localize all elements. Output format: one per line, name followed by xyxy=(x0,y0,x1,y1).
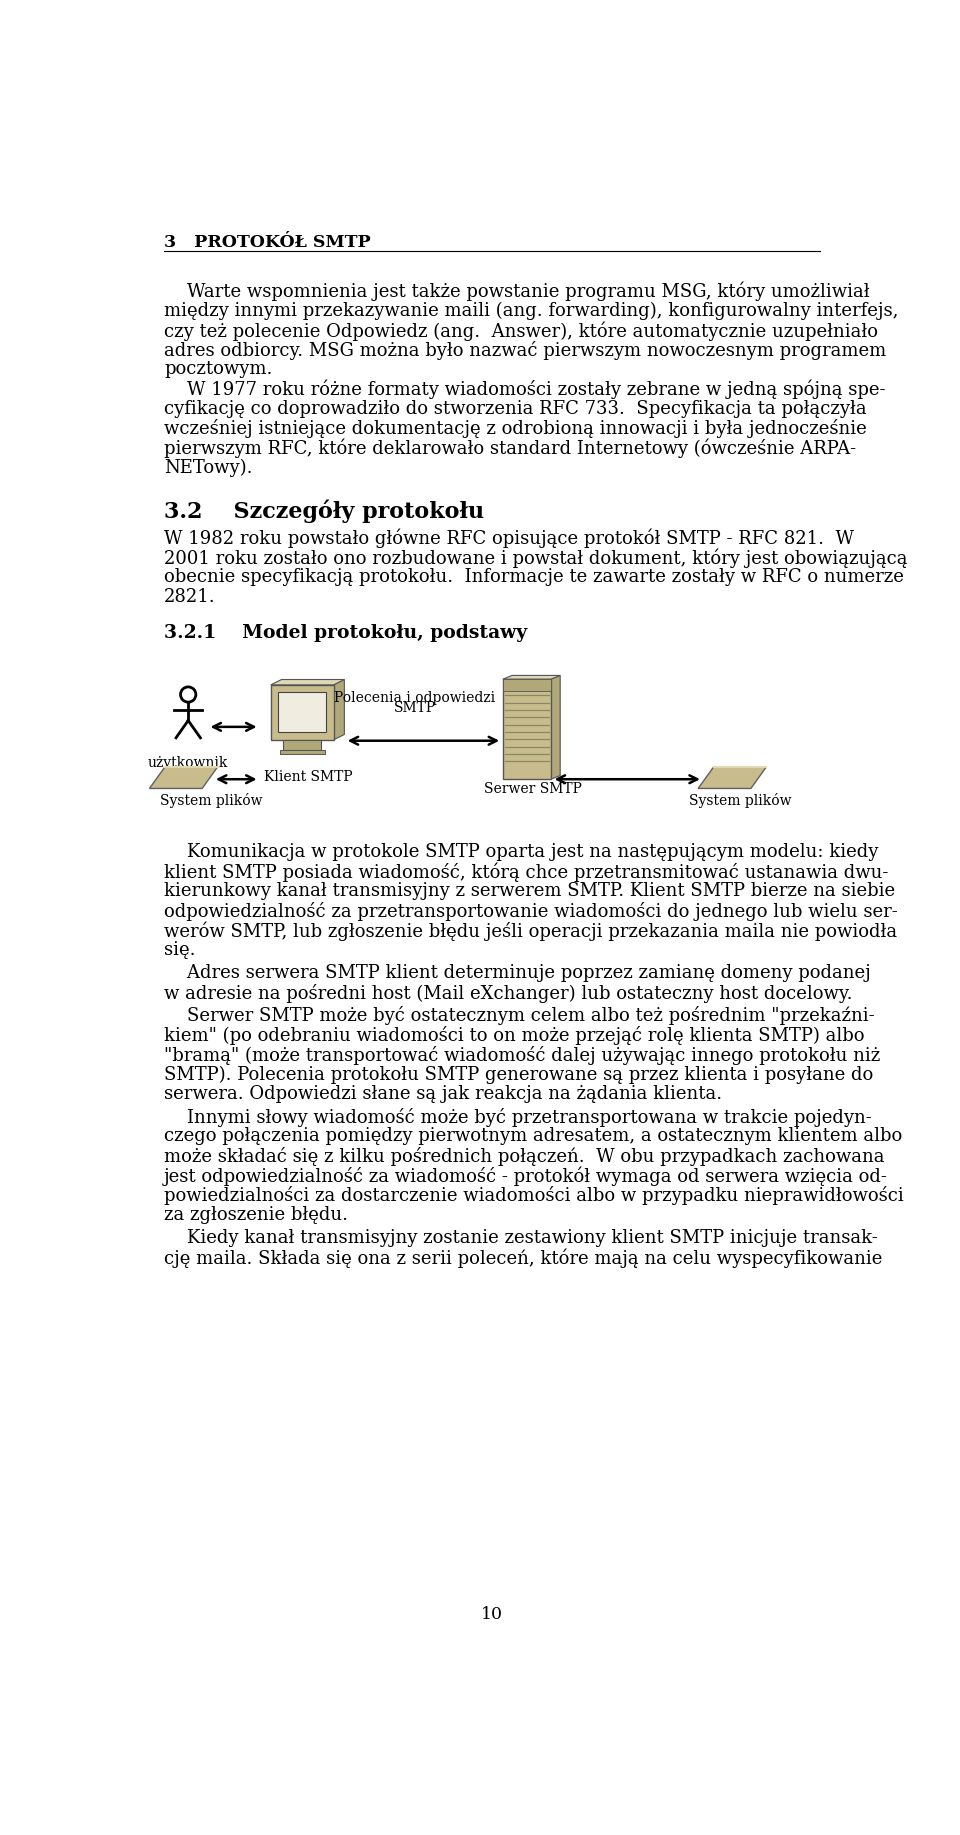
Polygon shape xyxy=(271,679,345,684)
Text: cyfikację co doprowadziło do stworzenia RFC 733.  Specyfikacja ta połączyła: cyfikację co doprowadziło do stworzenia … xyxy=(164,400,867,418)
Text: Polecenia i odpowiedzi: Polecenia i odpowiedzi xyxy=(334,690,495,705)
Bar xyxy=(503,679,551,780)
Text: powiedzialności za dostarczenie wiadomości albo w przypadku nieprawidłowości: powiedzialności za dostarczenie wiadomoś… xyxy=(164,1185,904,1206)
Polygon shape xyxy=(698,767,766,789)
Bar xyxy=(503,679,551,692)
Polygon shape xyxy=(333,679,345,740)
Text: się.: się. xyxy=(164,941,196,960)
Text: 3.2    Szczegóły protokołu: 3.2 Szczegóły protokołu xyxy=(164,499,484,523)
Text: czy też polecenie Odpowiedz (ang.  Answer), które automatycznie uzupełniało: czy też polecenie Odpowiedz (ang. Answer… xyxy=(164,321,878,341)
Text: Klient SMTP: Klient SMTP xyxy=(264,771,352,784)
Text: 3   PROTOKÓŁ SMTP: 3 PROTOKÓŁ SMTP xyxy=(164,235,371,251)
Text: 2001 roku zostało ono rozbudowane i powstał dokument, który jest obowiązującą: 2001 roku zostało ono rozbudowane i pows… xyxy=(164,549,907,569)
Text: w adresie na pośredni host (Mail eXchanger) lub ostateczny host docelowy.: w adresie na pośredni host (Mail eXchang… xyxy=(164,984,852,1002)
Text: 2821.: 2821. xyxy=(164,587,216,606)
Text: W 1977 roku różne formaty wiadomości zostały zebrane w jedną spójną spe-: W 1977 roku różne formaty wiadomości zos… xyxy=(164,380,886,400)
Text: Innymi słowy wiadomość może być przetransportowana w trakcie pojedyn-: Innymi słowy wiadomość może być przetran… xyxy=(164,1108,872,1127)
Text: użytkownik: użytkownik xyxy=(148,756,228,771)
Text: Serwer SMTP może być ostatecznym celem albo też pośrednim "przekaźni-: Serwer SMTP może być ostatecznym celem a… xyxy=(164,1006,875,1026)
Text: Kiedy kanał transmisyjny zostanie zestawiony klient SMTP inicjuje transak-: Kiedy kanał transmisyjny zostanie zestaw… xyxy=(164,1228,878,1246)
Text: SMTP: SMTP xyxy=(394,701,436,716)
Text: odpowiedzialność za przetransportowanie wiadomości do jednego lub wielu ser-: odpowiedzialność za przetransportowanie … xyxy=(164,903,898,921)
Text: czego połączenia pomiędzy pierwotnym adresatem, a ostatecznym klientem albo: czego połączenia pomiędzy pierwotnym adr… xyxy=(164,1127,902,1145)
Text: kiem" (po odebraniu wiadomości to on może przejąć rolę klienta SMTP) albo: kiem" (po odebraniu wiadomości to on moż… xyxy=(164,1026,865,1044)
Text: W 1982 roku powstało główne RFC opisujące protokół SMTP - RFC 821.  W: W 1982 roku powstało główne RFC opisując… xyxy=(164,528,854,549)
Text: Adres serwera SMTP klient determinuje poprzez zamianę domeny podanej: Adres serwera SMTP klient determinuje po… xyxy=(164,963,871,982)
Text: serwera. Odpowiedzi słane są jak reakcja na żądania klienta.: serwera. Odpowiedzi słane są jak reakcja… xyxy=(164,1084,722,1103)
Text: System plików: System plików xyxy=(688,793,791,807)
Text: pocztowym.: pocztowym. xyxy=(164,360,273,378)
Bar xyxy=(278,692,326,732)
Text: cję maila. Składa się ona z serii poleceń, które mają na celu wyspecyfikowanie: cję maila. Składa się ona z serii polece… xyxy=(164,1248,882,1268)
Text: Serwer SMTP: Serwer SMTP xyxy=(484,782,582,796)
Text: SMTP). Polecenia protokołu SMTP generowane są przez klienta i posyłane do: SMTP). Polecenia protokołu SMTP generowa… xyxy=(164,1066,874,1083)
Bar xyxy=(271,684,333,740)
Text: System plików: System plików xyxy=(160,793,263,807)
Text: NETowy).: NETowy). xyxy=(164,459,252,477)
Bar xyxy=(279,749,324,754)
Polygon shape xyxy=(503,675,561,679)
Text: klient SMTP posiada wiadomość, którą chce przetransmitować ustanawia dwu-: klient SMTP posiada wiadomość, którą chc… xyxy=(164,862,889,883)
Text: może składać się z kilku pośrednich połączeń.  W obu przypadkach zachowana: może składać się z kilku pośrednich połą… xyxy=(164,1147,885,1165)
Text: Komunikacja w protokole SMTP oparta jest na następującym modelu: kiedy: Komunikacja w protokole SMTP oparta jest… xyxy=(164,842,878,861)
Text: kierunkowy kanał transmisyjny z serwerem SMTP. Klient SMTP bierze na siebie: kierunkowy kanał transmisyjny z serwerem… xyxy=(164,883,896,901)
Text: obecnie specyfikacją protokołu.  Informacje te zawarte zostały w RFC o numerze: obecnie specyfikacją protokołu. Informac… xyxy=(164,569,904,585)
Text: wcześniej istniejące dokumentację z odrobioną innowacji i była jednocześnie: wcześniej istniejące dokumentację z odro… xyxy=(164,418,867,439)
Text: 3.2.1    Model protokołu, podstawy: 3.2.1 Model protokołu, podstawy xyxy=(164,624,527,642)
Polygon shape xyxy=(551,675,561,780)
Text: pierwszym RFC, które deklarowało standard Internetowy (ówcześnie ARPA-: pierwszym RFC, które deklarowało standar… xyxy=(164,439,856,459)
Bar xyxy=(283,740,321,749)
Text: za zgłoszenie błędu.: za zgłoszenie błędu. xyxy=(164,1206,348,1224)
Text: między innymi przekazywanie maili (ang. forwarding), konfigurowalny interfejs,: między innymi przekazywanie maili (ang. … xyxy=(164,301,899,319)
Text: adres odbiorcy. MSG można było nazwać pierwszym nowoczesnym programem: adres odbiorcy. MSG można było nazwać pi… xyxy=(164,341,886,360)
Polygon shape xyxy=(150,767,218,789)
Text: werów SMTP, lub zgłoszenie błędu jeśli operacji przekazania maila nie powiodła: werów SMTP, lub zgłoszenie błędu jeśli o… xyxy=(164,921,898,941)
Text: Warte wspomnienia jest także powstanie programu MSG, który umożliwiał: Warte wspomnienia jest także powstanie p… xyxy=(164,283,870,301)
Text: jest odpowiedzialność za wiadomość - protokół wymaga od serwera wzięcia od-: jest odpowiedzialność za wiadomość - pro… xyxy=(164,1167,888,1185)
Text: 10: 10 xyxy=(481,1606,503,1624)
Text: "bramą" (może transportować wiadomość dalej używając innego protokołu niż: "bramą" (może transportować wiadomość da… xyxy=(164,1046,880,1064)
